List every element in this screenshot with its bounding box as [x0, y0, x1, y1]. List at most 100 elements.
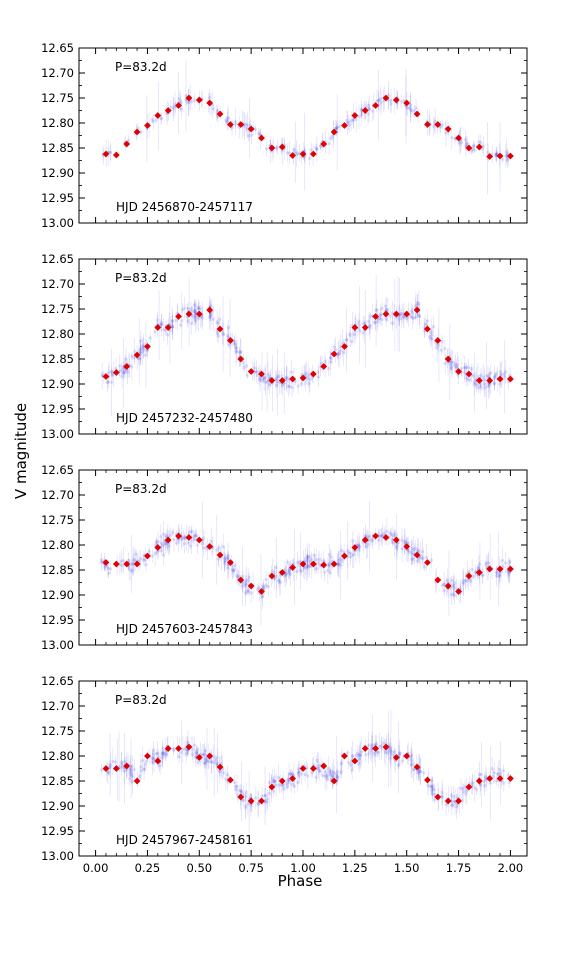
binned-series: [102, 306, 514, 384]
binned-point: [455, 134, 462, 142]
x-tick-label: 0.75: [238, 861, 264, 875]
binned-point: [144, 752, 151, 760]
x-tick-label: 1.25: [342, 861, 368, 875]
y-tick-label: 12.70: [41, 488, 74, 502]
binned-point: [133, 128, 141, 136]
y-tick-label: 12.95: [41, 191, 74, 205]
binned-point: [465, 144, 473, 152]
binned-point: [258, 134, 265, 142]
binned-point: [112, 765, 120, 772]
binned-point: [320, 762, 328, 770]
binned-point: [309, 765, 317, 772]
binned-point: [268, 783, 276, 791]
binned-point: [372, 102, 379, 109]
binned-point: [455, 588, 462, 595]
binned-point: [361, 107, 369, 114]
binned-point: [216, 110, 224, 118]
binned-point: [237, 576, 245, 584]
panel-4: 12.65 12.70 12.75 12.80 12.85 12.90 12.95 13.00…: [41, 674, 528, 875]
binned-point: [102, 559, 110, 566]
binned-point: [206, 99, 214, 107]
binned-point: [330, 777, 338, 785]
period-label: P=83.2d: [115, 482, 167, 496]
binned-point: [299, 374, 307, 382]
y-axis-label: V magnitude: [12, 403, 30, 499]
binned-series: [102, 743, 514, 805]
binned-point: [299, 560, 307, 568]
binned-point: [112, 560, 120, 568]
binned-point: [424, 559, 431, 566]
binned-point: [330, 350, 338, 358]
binned-point: [424, 776, 431, 784]
binned-point: [299, 150, 307, 158]
y-tick-label: 12.85: [41, 141, 74, 155]
binned-point: [289, 564, 297, 571]
binned-point: [444, 797, 452, 805]
binned-point: [133, 560, 141, 568]
panel-2: 12.65 12.70 12.75 12.80 12.85 12.90 12.95 13.00…: [41, 252, 528, 441]
binned-point: [444, 125, 452, 133]
binned-point: [413, 110, 421, 118]
binned-point: [227, 559, 234, 566]
binned-point: [309, 150, 317, 158]
y-tick-label: 12.65: [41, 463, 74, 477]
binned-point: [123, 140, 131, 148]
binned-point: [123, 560, 131, 568]
binned-point: [341, 752, 348, 760]
binned-point: [195, 310, 203, 318]
binned-point: [507, 565, 514, 573]
binned-point: [413, 763, 421, 771]
binned-point: [144, 343, 151, 350]
binned-point: [112, 151, 120, 159]
binned-point: [154, 757, 162, 765]
y-tick-label: 12.85: [41, 352, 74, 366]
binned-point: [258, 588, 265, 595]
binned-point: [424, 121, 431, 128]
y-tick-label: 13.00: [41, 638, 74, 652]
binned-point: [268, 572, 276, 580]
binned-point: [185, 534, 193, 541]
binned-point: [486, 153, 494, 160]
y-tick-label: 12.65: [41, 252, 74, 266]
binned-point: [455, 368, 462, 375]
hjd-range-label: HJD 2457232-2457480: [116, 411, 253, 425]
binned-point: [413, 306, 421, 314]
binned-point: [133, 777, 141, 785]
binned-point: [258, 797, 265, 805]
panels: 12.65 12.70 12.75 12.80 12.85 12.90 12.95 13.00…: [41, 41, 528, 875]
y-tick-label: 13.00: [41, 849, 74, 863]
x-tick-label: 2.00: [498, 861, 524, 875]
binned-point: [372, 532, 379, 540]
binned-point: [227, 776, 234, 784]
binned-point: [164, 324, 172, 331]
y-tick-label: 12.85: [41, 563, 74, 577]
binned-point: [330, 128, 338, 136]
binned-point: [496, 375, 504, 383]
y-tick-label: 12.90: [41, 588, 74, 602]
raw-measurements-cloud: [100, 709, 511, 833]
binned-point: [392, 754, 400, 761]
binned-point: [475, 143, 483, 151]
binned-point: [455, 797, 462, 805]
binned-point: [434, 337, 442, 344]
y-tick-label: 12.95: [41, 613, 74, 627]
binned-point: [486, 377, 494, 384]
binned-point: [496, 565, 504, 573]
binned-point: [144, 552, 151, 560]
binned-point: [247, 368, 255, 375]
binned-point: [361, 324, 369, 331]
binned-point: [351, 544, 359, 551]
x-axis-label: Phase: [278, 872, 323, 890]
binned-point: [382, 534, 390, 541]
raw-measurements-cloud: [100, 274, 512, 416]
binned-point: [413, 551, 421, 559]
y-tick-label: 12.90: [41, 377, 74, 391]
y-tick-label: 13.00: [41, 216, 74, 230]
binned-point: [351, 112, 359, 119]
binned-point: [341, 552, 348, 560]
binned-point: [206, 306, 214, 314]
binned-point: [330, 560, 338, 568]
y-tick-label: 12.75: [41, 724, 74, 738]
binned-point: [289, 775, 297, 782]
